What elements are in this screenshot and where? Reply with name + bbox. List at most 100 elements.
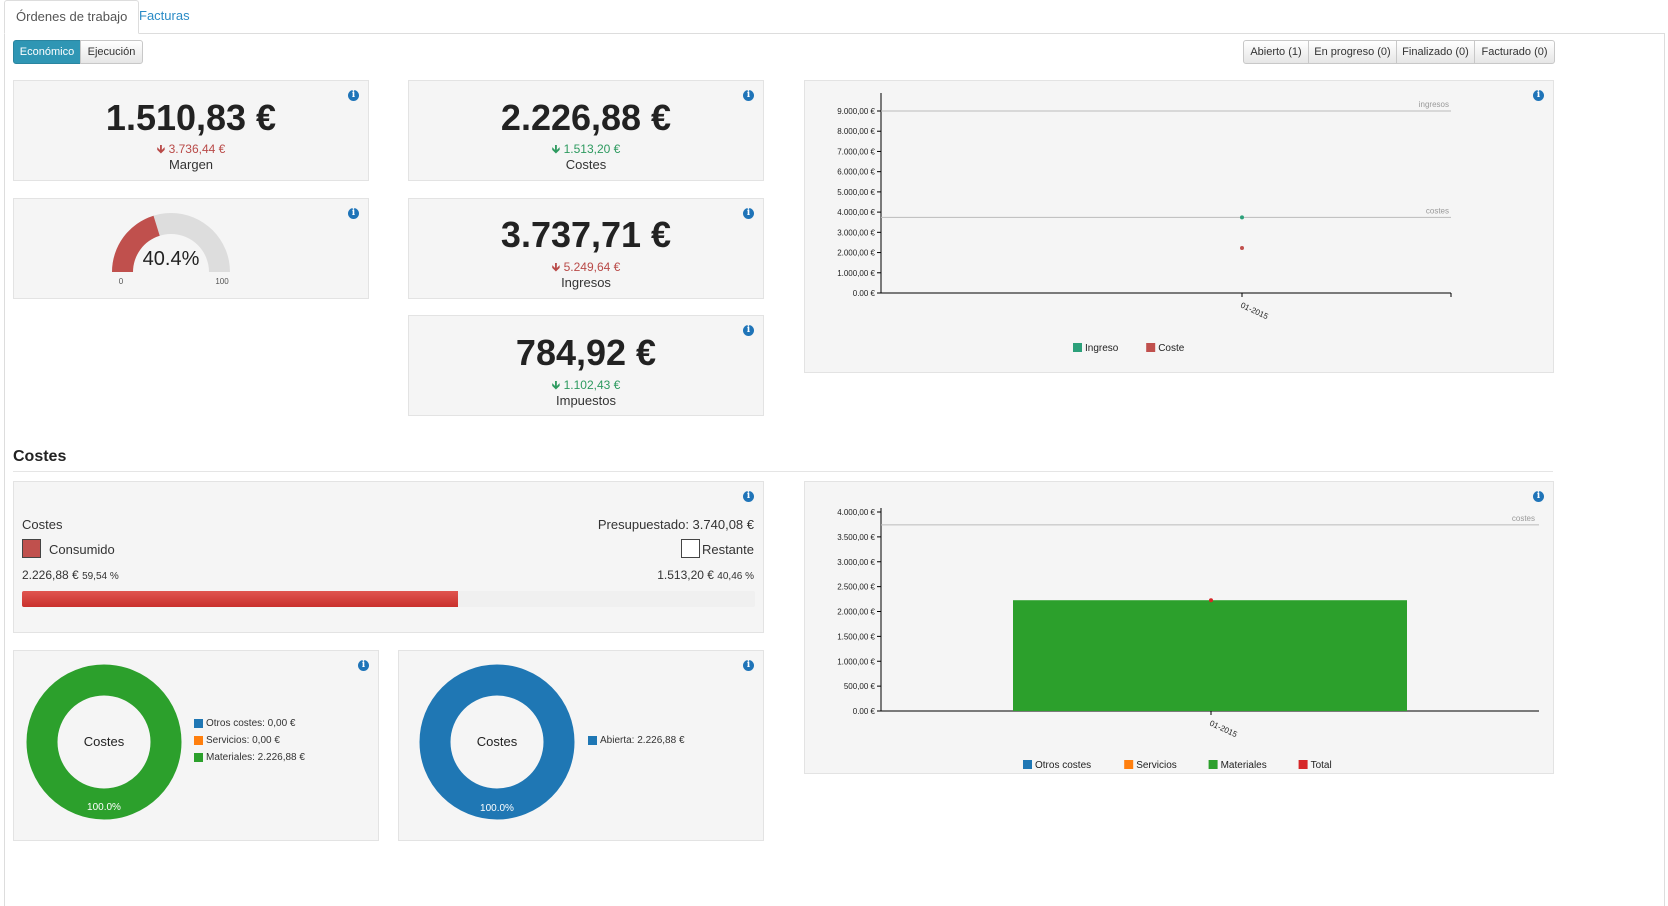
donut-center-label: Costes (477, 734, 518, 749)
legend-item-otros-costes: Otros costes: 0,00 € (194, 715, 305, 732)
restante-label: Restante (701, 542, 754, 557)
y-tick-label: 0.00 € (853, 707, 876, 716)
filter-facturado-button[interactable]: Facturado (0) (1474, 40, 1555, 64)
x-tick-label: 01-2015 (1239, 301, 1270, 322)
info-icon[interactable]: i (743, 325, 754, 336)
presupuestado-label: Presupuestado: 3.740,08 € (597, 517, 754, 532)
ejecucion-button[interactable]: Ejecución (80, 40, 143, 64)
gauge-chart: 40.4% 0 100 (112, 213, 230, 286)
donut-pct-label: 100.0% (480, 803, 514, 814)
info-icon[interactable]: i (1533, 491, 1544, 502)
legend-swatch (1124, 760, 1134, 769)
y-tick-label: 2.000,00 € (837, 608, 875, 617)
donut-legend: Abierta: 2.226,88 € (588, 732, 685, 749)
legend-swatch (1023, 760, 1032, 769)
kpi-label: Costes (565, 157, 607, 172)
y-tick-label: 5.000,00 € (837, 188, 875, 197)
data-point-coste (1240, 245, 1244, 250)
info-icon[interactable]: i (348, 90, 359, 101)
donut-estado-panel: i Costes 100.0% Abierta: 2.226,88 € (398, 650, 764, 841)
tab-content (4, 33, 1665, 906)
restante-amount: 1.513,20 € 40,46 % (657, 568, 754, 582)
gauge-fill (112, 215, 160, 272)
bar-materiales (1013, 600, 1407, 711)
donut-tipo-chart: Costes 100.0% (26, 664, 182, 820)
economico-button[interactable]: Económico (13, 40, 81, 64)
filter-abierto-button[interactable]: Abierto (1) (1243, 40, 1309, 64)
kpi-value: 784,92 € (515, 332, 657, 373)
info-icon[interactable]: i (348, 208, 359, 219)
y-tick-label: 3.000,00 € (837, 558, 875, 567)
y-tick-label: 1.500,00 € (837, 632, 875, 641)
data-point-total (1209, 598, 1213, 603)
legend-label: Ingreso (1085, 343, 1119, 354)
reference-label: ingresos (1419, 100, 1449, 109)
y-tick-label: 3.500,00 € (837, 533, 875, 542)
legend-item-abierta: Abierta: 2.226,88 € (588, 732, 685, 749)
consumido-label: Consumido (49, 542, 115, 557)
costes-bar-chart: 0.00 € 500,00 € 1.000,00 € 1.500,00 € 2.000,… (837, 508, 1539, 771)
gauge-panel: i 40.4% 0 100 (13, 198, 369, 299)
y-tick-label: 2.500,00 € (837, 583, 875, 592)
info-icon[interactable]: i (743, 90, 754, 101)
reference-label: costes (1512, 514, 1535, 523)
kpi-value: 1.510,83 € (105, 97, 277, 138)
kpi-value: 2.226,88 € (500, 97, 672, 138)
arrow-down-icon: 🡻 (156, 142, 166, 156)
donut-tipo-panel: i Costes 100.0% Otros costes: 0,00 € Ser… (13, 650, 379, 841)
arrow-down-icon: 🡻 (551, 142, 561, 156)
arrow-down-icon: 🡻 (551, 260, 561, 274)
y-tick-label: 6.000,00 € (837, 168, 875, 177)
kpi-label: Impuestos (556, 393, 616, 408)
y-tick-label: 0.00 € (853, 289, 876, 298)
donut-slice-materiales (26, 664, 182, 820)
donut-pct-label: 100.0% (87, 802, 121, 813)
divider (13, 471, 1553, 472)
costes-title: Costes (22, 517, 63, 532)
legend-swatch (1298, 760, 1308, 769)
costes-bar-chart-panel: i 0.00 € 500,00 € 1.000,00 € 1.500,00 € 2.00… (804, 481, 1554, 774)
legend-label: Servicios (1136, 760, 1177, 771)
kpi-delta: 🡻 1.102,43 € (551, 378, 621, 392)
info-icon[interactable]: i (743, 208, 754, 219)
info-icon[interactable]: i (1533, 90, 1544, 101)
legend-swatch (1208, 760, 1218, 769)
tab-facturas[interactable]: Facturas (139, 8, 190, 23)
filter-en-progreso-button[interactable]: En progreso (0) (1308, 40, 1397, 64)
consumido-swatch (22, 539, 41, 558)
kpi-delta: 🡻 1.513,20 € (551, 142, 621, 156)
costes-progress-panel: i Costes Presupuestado: 3.740,08 € Consu… (13, 481, 764, 633)
progress-fill (22, 591, 459, 607)
donut-slice-abierta (419, 664, 575, 820)
y-tick-label: 9.000,00 € (837, 107, 875, 116)
kpi-delta: 🡻 3.736,44 € (156, 142, 226, 156)
progress-track (22, 591, 755, 607)
legend-item-materiales: Materiales: 2.226,88 € (194, 749, 305, 766)
section-title: Costes (13, 448, 67, 465)
arrow-down-icon: 🡻 (551, 378, 561, 392)
ingresos-costes-chart: 0.00 € 1.000,00 € 2.000,00 € 3.000,00 € 4.00… (837, 93, 1452, 354)
gauge-value: 40.4% (143, 248, 200, 270)
y-tick-label: 3.000,00 € (837, 228, 875, 237)
donut-center-label: Costes (84, 734, 125, 749)
info-icon[interactable]: i (743, 660, 754, 671)
y-tick-label: 500,00 € (844, 682, 876, 691)
info-icon[interactable]: i (743, 491, 754, 502)
info-icon[interactable]: i (358, 660, 369, 671)
filter-finalizado-button[interactable]: Finalizado (0) (1396, 40, 1475, 64)
gauge-max: 100 (215, 277, 229, 286)
donut-legend: Otros costes: 0,00 € Servicios: 0,00 € M… (194, 715, 305, 766)
consumido-amount: 2.226,88 € 59,54 % (22, 568, 119, 582)
legend-item-servicios: Servicios: 0,00 € (194, 732, 305, 749)
kpi-ingresos-panel: i 3.737,71 € 🡻 5.249,64 € Ingresos (408, 198, 764, 299)
y-tick-label: 4.000,00 € (837, 508, 875, 517)
legend-swatch (1146, 343, 1156, 352)
tab-ordenes-de-trabajo[interactable]: Órdenes de trabajo (4, 0, 140, 34)
y-tick-label: 1.000,00 € (837, 657, 875, 666)
y-tick-label: 1.000,00 € (837, 269, 875, 278)
y-tick-label: 8.000,00 € (837, 127, 875, 136)
kpi-value: 3.737,71 € (500, 214, 672, 255)
kpi-impuestos-panel: i 784,92 € 🡻 1.102,43 € Impuestos (408, 315, 764, 416)
kpi-delta: 🡻 5.249,64 € (551, 260, 621, 274)
y-tick-label: 4.000,00 € (837, 208, 875, 217)
